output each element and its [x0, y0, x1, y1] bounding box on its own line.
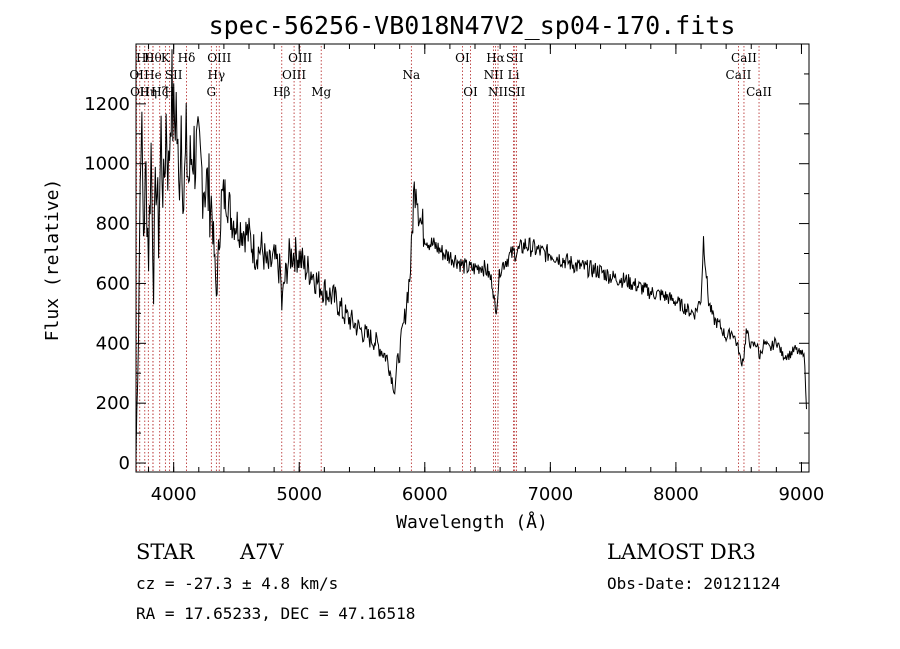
- line-marker-label: SII: [506, 51, 524, 65]
- line-marker-label: NII: [488, 85, 508, 99]
- line-marker-label: H: [164, 85, 174, 99]
- emission-line-markers: OIOIIHθHηHθHeHζKHSIIHδGHγOIIIHβOIIIOIIIM…: [129, 46, 772, 472]
- y-axis-label: Flux (relative): [42, 179, 63, 342]
- coordinates: RA = 17.65233, DEC = 47.16518: [136, 604, 416, 623]
- line-marker-label: He: [144, 68, 162, 82]
- line-marker-label: G: [207, 85, 217, 99]
- y-tick-label: 600: [96, 273, 130, 294]
- line-marker-label: OIII: [282, 68, 306, 82]
- spectrum-layer: [135, 49, 807, 455]
- plot-frame: [135, 43, 810, 473]
- x-tick-label: 8000: [653, 484, 699, 505]
- y-axis: 0 200 400 600 800 1000 1200: [84, 73, 809, 474]
- line-marker-label: Hα: [486, 51, 505, 65]
- line-marker-label: OIII: [207, 51, 231, 65]
- line-marker-label: K: [161, 51, 171, 65]
- line-marker-label: CaII: [726, 68, 752, 82]
- y-tick-label: 1000: [84, 154, 130, 175]
- line-marker-label: Hβ: [273, 85, 290, 99]
- line-marker-label: OI: [129, 68, 144, 82]
- x-axis-label: Wavelength (Å): [396, 511, 548, 533]
- spectrum-line: [135, 49, 807, 455]
- line-marker-label: CaII: [731, 51, 757, 65]
- survey-name: LAMOST DR3: [607, 540, 756, 564]
- line-marker-label: CaII: [746, 85, 772, 99]
- line-marker-label: Hζ: [151, 85, 168, 99]
- y-tick-label: 1200: [84, 94, 130, 115]
- line-marker-label: Hδ: [178, 51, 196, 65]
- x-tick-label: 5000: [276, 484, 322, 505]
- y-tick-label: 400: [96, 333, 130, 354]
- x-tick-label: 9000: [779, 484, 825, 505]
- object-class: STAR: [136, 540, 195, 564]
- line-marker-label: Mg: [311, 85, 331, 99]
- line-marker-label: Hγ: [208, 68, 226, 82]
- line-marker-label: SII: [508, 85, 526, 99]
- line-marker-label: Li: [508, 68, 520, 82]
- line-marker-label: OI: [455, 51, 470, 65]
- line-marker-label: OIII: [288, 51, 312, 65]
- object-subclass: A7V: [240, 540, 284, 564]
- line-marker-label: OI: [463, 85, 478, 99]
- line-marker-label: Na: [403, 68, 421, 82]
- y-tick-label: 800: [96, 214, 130, 235]
- observation-date: Obs-Date: 20121124: [607, 574, 781, 593]
- line-marker-label: SII: [165, 68, 183, 82]
- y-tick-label: 200: [96, 393, 130, 414]
- y-tick-label: 0: [119, 453, 130, 474]
- x-axis: 4000 5000 6000 7000 8000 9000: [148, 44, 825, 505]
- x-tick-label: 6000: [402, 484, 448, 505]
- line-marker-label: Hθ: [136, 51, 154, 65]
- x-tick-label: 4000: [151, 484, 197, 505]
- line-marker-label: NII: [484, 68, 504, 82]
- redshift-value: cz = -27.3 ± 4.8 km/s: [136, 574, 339, 593]
- chart-title: spec-56256-VB018N47V2_sp04-170.fits: [209, 11, 736, 40]
- x-tick-label: 7000: [527, 484, 573, 505]
